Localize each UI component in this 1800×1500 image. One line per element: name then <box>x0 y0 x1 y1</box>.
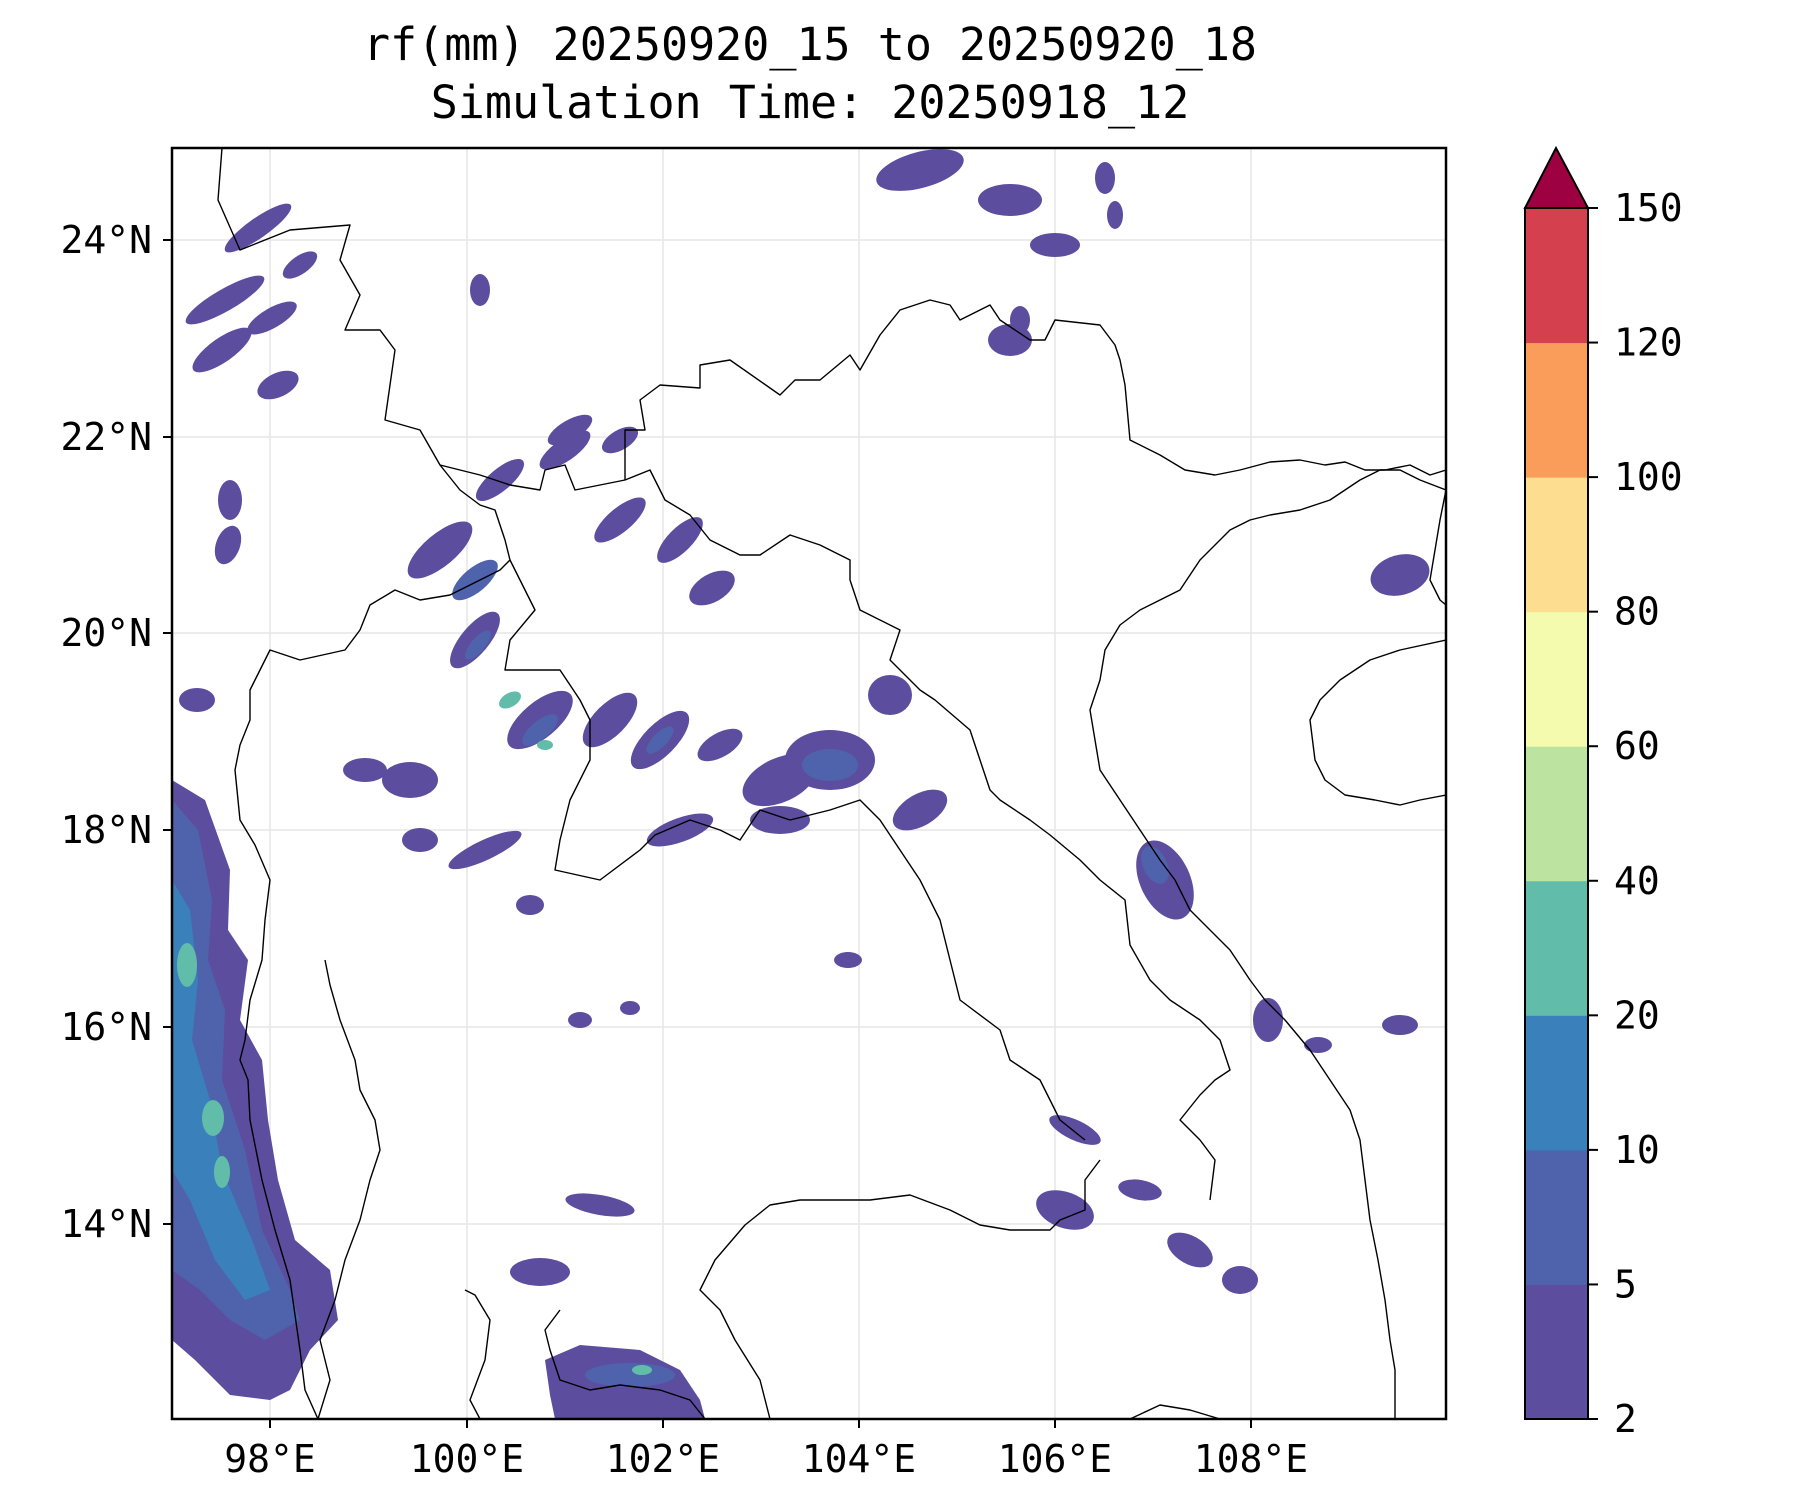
colorbar-segment <box>1525 342 1588 478</box>
map-title-line2: Simulation Time: 20250918_12 <box>431 76 1190 129</box>
colorbar-tick-label: 20 <box>1614 993 1660 1037</box>
x-tick-label: 106°E <box>998 1437 1112 1481</box>
colorbar-segment <box>1525 880 1588 1016</box>
boundaries-coastlines <box>217 148 1446 1419</box>
colorbar-segments <box>1525 208 1588 1420</box>
colorbar-tick-label: 60 <box>1614 724 1660 768</box>
rain-cell-west-intense-1 <box>177 943 197 987</box>
colorbar-extend-max-triangle <box>1523 145 1590 209</box>
x-tick-label: 102°E <box>606 1437 720 1481</box>
colorbar-tick-label: 10 <box>1614 1128 1660 1172</box>
y-tick-label: 18°N <box>60 808 152 852</box>
x-tick-label: 100°E <box>410 1437 524 1481</box>
map-frame <box>170 146 1448 1421</box>
colorbar-frame <box>1524 207 1589 1420</box>
y-tick-label: 22°N <box>60 415 152 459</box>
colorbar-segment <box>1525 208 1588 344</box>
map-panel <box>170 146 1448 1421</box>
colorbar-tick-label: 150 <box>1614 186 1683 230</box>
x-tick-label: 104°E <box>802 1437 916 1481</box>
colorbar-tick-label: 100 <box>1614 455 1683 499</box>
rain-cell-west-intense-3 <box>214 1156 230 1188</box>
colorbar-segment <box>1525 1149 1588 1285</box>
rain-cell-west-intense-2 <box>202 1100 224 1136</box>
rainfall-contours <box>172 149 1430 1419</box>
colorbar-segment <box>1525 1015 1588 1151</box>
colorbar-segment <box>1525 746 1588 882</box>
gridlines <box>172 148 1446 1419</box>
colorbar-tick-label: 40 <box>1614 859 1660 903</box>
x-tick-label: 108°E <box>1194 1437 1308 1481</box>
colorbar-tick-label: 5 <box>1614 1262 1637 1306</box>
colorbar-segment <box>1525 1284 1588 1420</box>
x-tick-label: 98°E <box>224 1437 316 1481</box>
colorbar-ticks: 2 5 10 20 40 60 80 100 120 150 <box>1588 186 1683 1441</box>
colorbar-segment <box>1525 611 1588 747</box>
y-axis: 24°N 22°N 20°N 18°N 16°N 14°N <box>60 218 172 1246</box>
y-tick-label: 14°N <box>60 1202 152 1246</box>
colorbar-tick-label: 120 <box>1614 321 1683 365</box>
y-tick-label: 20°N <box>60 611 152 655</box>
x-axis: 98°E 100°E 102°E 104°E 106°E 108°E <box>224 1419 1308 1481</box>
colorbar-tick-label: 2 <box>1614 1397 1637 1441</box>
rain-area-west-coast-heavy <box>172 880 270 1300</box>
colorbar-tick-label: 80 <box>1614 590 1660 634</box>
y-tick-label: 24°N <box>60 218 152 262</box>
colorbar: 2 5 10 20 40 60 80 100 120 150 <box>1523 145 1683 1441</box>
colorbar-segment <box>1525 477 1588 613</box>
map-title-line1: rf(mm) 20250920_15 to 20250920_18 <box>363 18 1257 71</box>
y-tick-label: 16°N <box>60 1005 152 1049</box>
